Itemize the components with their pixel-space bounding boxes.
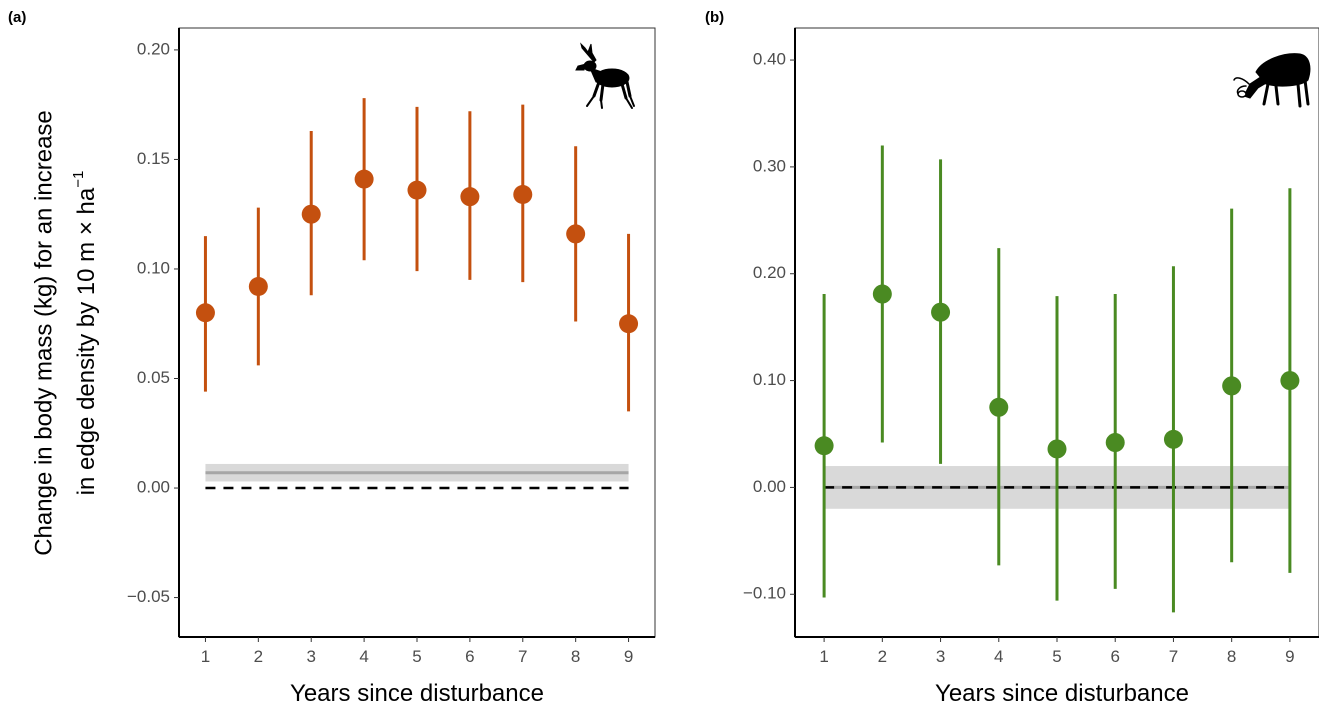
- y-tick-label: −0.10: [743, 584, 786, 603]
- panel-b-x-axis-title: Years since disturbance: [935, 680, 1189, 707]
- x-tick-label: 2: [878, 647, 887, 666]
- data-point: [513, 185, 532, 204]
- x-tick-label: 6: [465, 647, 474, 666]
- y-tick-label: −0.05: [127, 587, 170, 606]
- panel-b-data: [815, 146, 1300, 613]
- x-tick-label: 4: [994, 647, 1003, 666]
- data-point: [196, 303, 215, 322]
- x-tick-label: 7: [1169, 647, 1178, 666]
- x-tick-label: 6: [1110, 647, 1119, 666]
- data-point: [1048, 439, 1067, 458]
- x-tick-label: 8: [1227, 647, 1236, 666]
- y-axis-title-line2-text: in edge density by 10 m × ha: [73, 187, 100, 495]
- y-tick-label: 0.40: [753, 50, 786, 69]
- panel-b-y-ticks: −0.10 0.00 0.10 0.20 0.30 0.40: [743, 50, 795, 603]
- panel-a-x-ticks: 1 2 3 4 5 6 7 8 9: [201, 637, 634, 666]
- data-point: [815, 436, 834, 455]
- x-tick-label: 8: [571, 647, 580, 666]
- data-point: [1164, 430, 1183, 449]
- panel-b-label: (b): [705, 9, 724, 26]
- data-point: [989, 398, 1008, 417]
- data-point: [931, 303, 950, 322]
- data-point: [619, 314, 638, 333]
- y-tick-label: 0.10: [137, 258, 170, 277]
- x-tick-label: 4: [359, 647, 368, 666]
- panel-a-y-ticks: −0.05 0.00 0.05 0.10 0.15 0.20: [127, 39, 179, 606]
- data-point: [566, 224, 585, 243]
- data-point: [249, 277, 268, 296]
- y-axis-title-line1: Change in body mass (kg) for an increase: [30, 110, 57, 556]
- y-tick-label: 0.30: [753, 156, 786, 175]
- data-point: [302, 205, 321, 224]
- y-tick-label: 0.10: [753, 370, 786, 389]
- x-tick-label: 1: [201, 647, 210, 666]
- data-point: [1106, 433, 1125, 452]
- panel-a-baseline-band: [205, 464, 628, 482]
- x-tick-label: 2: [254, 647, 263, 666]
- data-point: [460, 187, 479, 206]
- y-tick-label: 0.00: [753, 477, 786, 496]
- y-axis-title-line2: in edge density by 10 m × ha−1: [70, 171, 100, 496]
- panel-b-x-ticks: 1 2 3 4 5 6 7 8 9: [819, 637, 1294, 666]
- y-tick-label: 0.20: [753, 263, 786, 282]
- x-tick-label: 5: [1052, 647, 1061, 666]
- x-tick-label: 9: [624, 647, 633, 666]
- panel-a-x-axis-title: Years since disturbance: [290, 680, 544, 707]
- red-deer-grazing-silhouette-icon: [1234, 54, 1310, 106]
- panel-a-label: (a): [8, 9, 26, 26]
- y-tick-label: 0.05: [137, 368, 170, 387]
- y-tick-label: 0.20: [137, 39, 170, 58]
- x-tick-label: 3: [936, 647, 945, 666]
- data-point: [355, 170, 374, 189]
- roe-deer-silhouette-icon: [576, 44, 634, 108]
- data-point: [1222, 376, 1241, 395]
- y-tick-label: 0.15: [137, 149, 170, 168]
- data-point: [1280, 371, 1299, 390]
- x-tick-label: 1: [819, 647, 828, 666]
- data-point: [873, 285, 892, 304]
- x-tick-label: 7: [518, 647, 527, 666]
- y-axis-title-unit-superscript: −1: [70, 171, 87, 188]
- panel-a-data: [196, 98, 638, 411]
- x-tick-label: 5: [412, 647, 421, 666]
- x-tick-label: 9: [1285, 647, 1294, 666]
- data-point: [408, 181, 427, 200]
- x-tick-label: 3: [306, 647, 315, 666]
- y-tick-label: 0.00: [137, 478, 170, 497]
